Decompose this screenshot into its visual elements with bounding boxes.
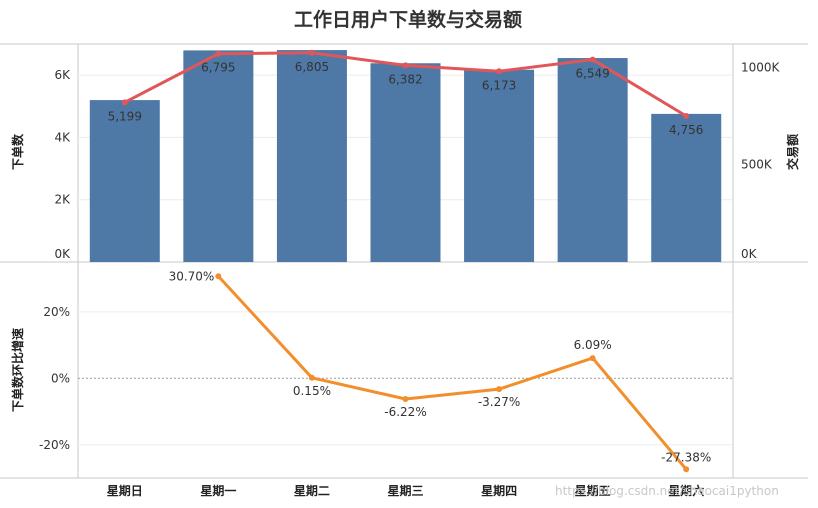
growth-data-labels: 30.70% 0.15% -6.22% -3.27% 6.09% -27.38% — [169, 269, 712, 464]
amount-point-星期日 — [121, 99, 128, 106]
growth-label-星期三: -6.22% — [384, 405, 426, 419]
category-星期日: 星期日 — [107, 483, 143, 498]
amount-line-series — [121, 49, 690, 120]
category-labels: 星期日 星期一 星期二 星期三 星期四 星期五 星期六 — [107, 483, 704, 498]
amount-point-星期六 — [683, 113, 690, 120]
left-axis-ticks-bottom: -20% 0% 20% — [39, 305, 70, 452]
bar-label-星期日: 5,199 — [108, 109, 142, 123]
bar-series — [89, 50, 722, 263]
bar-星期五 — [557, 58, 628, 263]
bar-星期二 — [276, 50, 347, 262]
bottom-gridlines — [78, 311, 733, 446]
growth-tick-20%: 20% — [43, 305, 70, 319]
y-axis-title-growth: 下单数环比增速 — [10, 328, 25, 412]
amount-point-星期一 — [215, 50, 222, 57]
growth-point-星期五 — [589, 355, 596, 362]
right-axis-ticks: 0K 500K 1000K — [741, 60, 781, 261]
left-tick-2K: 2K — [54, 193, 71, 207]
bar-星期一 — [183, 50, 254, 263]
growth-point-星期三 — [402, 395, 409, 402]
category-星期四: 星期四 — [481, 483, 517, 498]
amount-point-星期二 — [308, 49, 315, 56]
bar-label-星期六: 4,756 — [669, 123, 703, 137]
growth-label-星期一: 30.70% — [169, 269, 215, 283]
watermark: https://blog.csdn.net/shaocai1python — [555, 484, 779, 498]
growth-point-星期二 — [308, 374, 315, 381]
category-星期三: 星期三 — [387, 483, 423, 498]
category-星期五: 星期五 — [575, 483, 611, 498]
bar-label-星期四: 6,173 — [482, 78, 516, 92]
growth-line — [217, 275, 688, 471]
growth-label-星期五: 6.09% — [574, 338, 612, 352]
bar-星期四 — [464, 69, 535, 262]
amount-point-星期三 — [402, 62, 409, 69]
right-tick-500K: 500K — [741, 158, 773, 172]
bar-label-星期五: 6,549 — [575, 67, 609, 81]
growth-line-series — [215, 273, 690, 473]
growth-point-星期六 — [683, 466, 690, 473]
right-tick-1000K: 1000K — [741, 60, 781, 74]
bar-星期日 — [89, 100, 160, 262]
bar-label-星期一: 6,795 — [201, 61, 235, 75]
bar-label-星期三: 6,382 — [388, 72, 422, 86]
growth-label-星期二: 0.15% — [293, 384, 331, 398]
category-星期一: 星期一 — [200, 483, 236, 498]
y2-axis-title-amount: 交易额 — [785, 134, 800, 170]
category-星期六: 星期六 — [668, 483, 704, 498]
growth-label-星期六: -27.38% — [661, 450, 711, 464]
growth-point-星期四 — [496, 386, 503, 393]
right-tick-0K: 0K — [741, 247, 758, 261]
amount-point-星期四 — [496, 68, 503, 75]
amount-point-星期五 — [589, 56, 596, 63]
growth-label-星期四: -3.27% — [478, 395, 520, 409]
growth-point-星期一 — [215, 273, 222, 280]
left-tick-6K: 6K — [54, 68, 71, 82]
bar-data-labels: 5,199 6,795 6,805 6,382 6,173 6,549 4,756 — [108, 60, 704, 137]
y-axis-title-orders: 下单数 — [10, 133, 25, 170]
growth-tick--20%: -20% — [39, 438, 70, 452]
left-tick-4K: 4K — [54, 130, 71, 144]
category-星期二: 星期二 — [294, 483, 330, 498]
growth-tick-0%: 0% — [51, 371, 70, 385]
left-axis-ticks-top: 0K 2K 4K 6K — [54, 68, 71, 261]
bar-label-星期二: 6,805 — [295, 60, 329, 74]
bar-星期六 — [651, 113, 722, 262]
chart-title: 工作日用户下单数与交易额 — [294, 8, 522, 31]
bar-星期三 — [370, 63, 441, 263]
left-tick-0K: 0K — [54, 247, 71, 261]
